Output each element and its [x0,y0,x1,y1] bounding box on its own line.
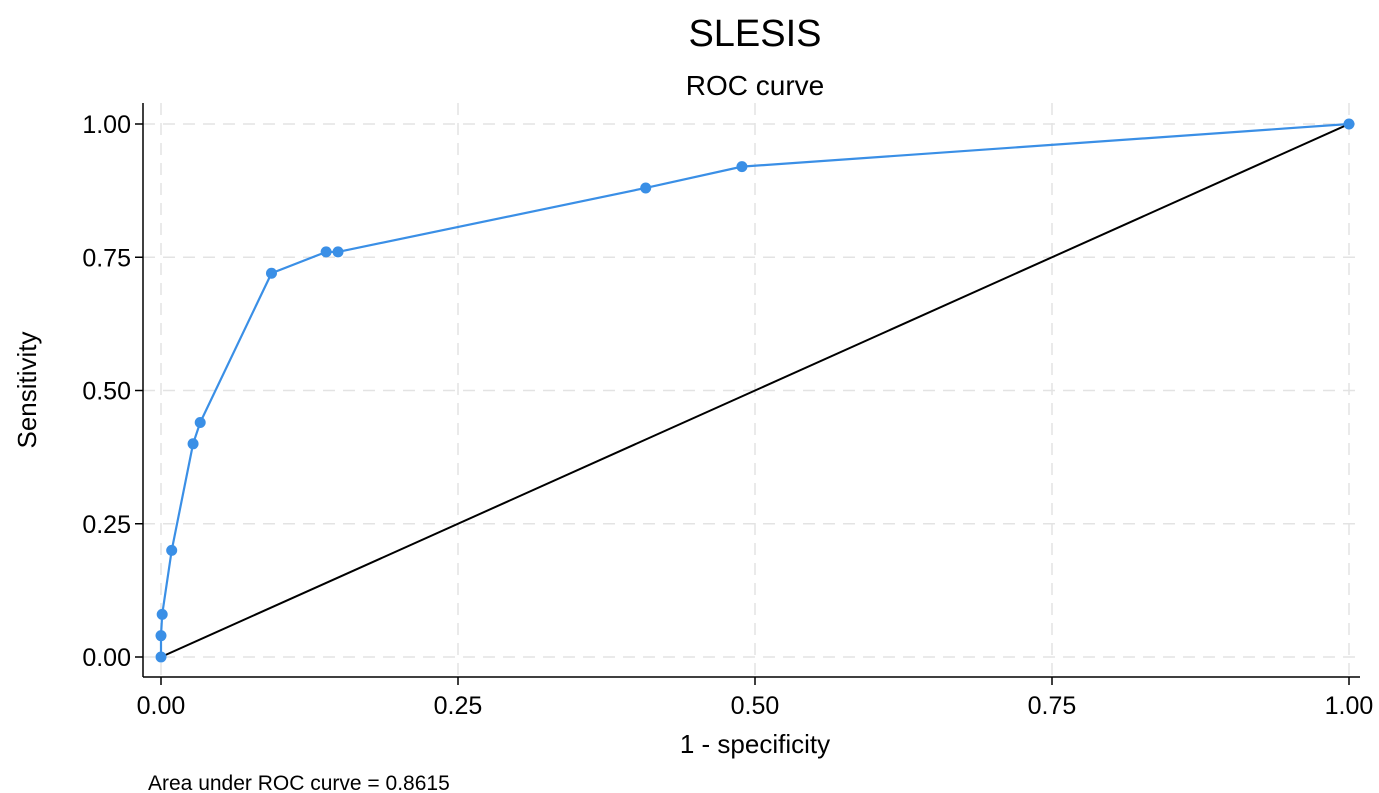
x-tick-label: 0.00 [137,692,186,720]
y-tick-label: 0.75 [82,244,131,272]
roc-point [166,544,178,556]
y-axis-label: Sensitivity [12,331,42,448]
series-layer [155,118,1355,663]
roc-point [320,246,332,258]
roc-point [155,630,167,642]
axes: 0.00 0.25 0.50 0.75 1.00 0.00 0.25 0.50 0.75 1.00 [82,103,1373,720]
reference-line [160,123,1350,658]
roc-point [187,438,199,450]
x-tick-label: 0.50 [731,692,780,720]
roc-point [194,416,206,428]
y-tick-label: 0.00 [82,644,131,672]
x-axis-label: 1 - specificity [680,729,830,759]
roc-point [640,182,652,194]
y-tick-label: 0.25 [82,511,131,539]
roc-point [332,246,344,258]
roc-point [1343,118,1355,130]
chart-title: SLESIS [688,13,821,55]
roc-point [156,608,168,620]
x-tick-label: 0.75 [1028,692,1077,720]
auc-note: Area under ROC curve = 0.8615 [148,772,450,793]
x-tick-label: 1.00 [1325,692,1374,720]
roc-point [736,161,748,173]
y-tick-label: 1.00 [82,111,131,139]
chart-subtitle: ROC curve [686,70,824,101]
grid-lines [143,103,1360,677]
x-tick-label: 0.25 [434,692,483,720]
y-tick-label: 0.50 [82,378,131,406]
roc-point [265,267,277,279]
roc-point [155,651,167,663]
